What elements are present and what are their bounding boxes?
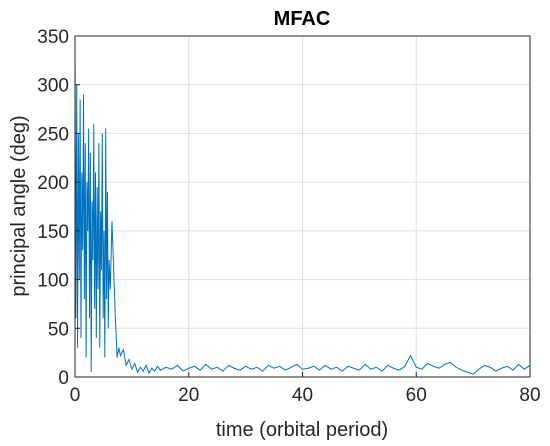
x-axis-label: time (orbital period)	[216, 419, 388, 441]
y-tick-label: 150	[37, 222, 69, 243]
y-tick-label: 0	[58, 368, 69, 389]
x-tick-label: 80	[519, 385, 540, 406]
y-tick-label: 200	[37, 173, 69, 194]
y-tick-label: 350	[37, 27, 69, 48]
x-tick-label: 60	[406, 385, 427, 406]
y-tick-label: 100	[37, 271, 69, 292]
y-tick-label: 300	[37, 76, 69, 97]
grid	[75, 36, 530, 377]
x-tick-label: 0	[70, 385, 81, 406]
y-tick-label: 250	[37, 124, 69, 145]
y-tick-label: 50	[48, 319, 69, 340]
ticks: 0 20 40 60 80 0 50 100 150 200 250 300 350	[37, 27, 540, 406]
x-tick-label: 20	[178, 385, 199, 406]
x-tick-label: 40	[292, 385, 313, 406]
y-axis-label: principal angle (deg)	[8, 115, 30, 296]
series-line	[74, 45, 531, 375]
chart-title: MFAC	[274, 8, 331, 30]
